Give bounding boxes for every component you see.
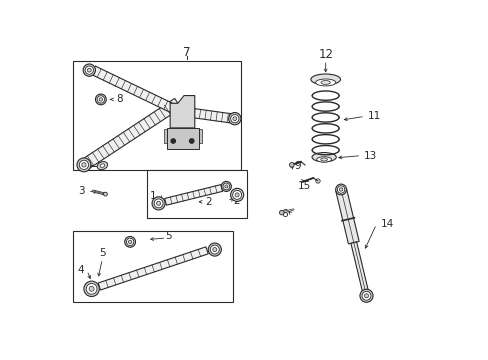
Circle shape — [210, 245, 219, 254]
Text: 2: 2 — [233, 196, 239, 206]
Text: 14: 14 — [380, 219, 393, 229]
Circle shape — [77, 158, 91, 172]
Circle shape — [359, 289, 372, 302]
Circle shape — [223, 183, 229, 190]
Circle shape — [189, 139, 193, 143]
Text: 15: 15 — [298, 181, 311, 191]
Circle shape — [81, 163, 86, 167]
Polygon shape — [82, 98, 181, 169]
Circle shape — [84, 281, 99, 297]
Text: 11: 11 — [367, 111, 380, 121]
Circle shape — [156, 201, 160, 205]
Circle shape — [221, 181, 231, 192]
Circle shape — [232, 190, 241, 199]
Circle shape — [83, 64, 95, 76]
Circle shape — [232, 117, 236, 121]
Circle shape — [339, 188, 342, 191]
Text: 12: 12 — [318, 48, 332, 61]
Circle shape — [361, 291, 370, 300]
Text: 5: 5 — [99, 248, 105, 258]
Circle shape — [335, 184, 346, 195]
Circle shape — [279, 210, 284, 215]
Circle shape — [99, 98, 102, 101]
Circle shape — [224, 185, 227, 188]
Circle shape — [235, 193, 239, 197]
Circle shape — [124, 237, 135, 247]
Circle shape — [364, 294, 368, 298]
Text: 9: 9 — [293, 161, 300, 171]
Ellipse shape — [315, 79, 335, 86]
Text: 8: 8 — [226, 114, 233, 125]
Text: 2: 2 — [205, 197, 211, 207]
Ellipse shape — [320, 81, 330, 84]
Ellipse shape — [316, 157, 331, 162]
Circle shape — [86, 283, 97, 294]
Circle shape — [126, 238, 134, 246]
Circle shape — [289, 163, 293, 167]
Polygon shape — [164, 185, 222, 205]
Text: 4: 4 — [78, 265, 84, 275]
Ellipse shape — [310, 74, 340, 85]
Polygon shape — [335, 188, 358, 244]
Polygon shape — [98, 247, 208, 290]
Circle shape — [85, 66, 93, 74]
Text: 5: 5 — [165, 231, 172, 241]
Bar — [163, 130, 170, 143]
Bar — [73, 231, 233, 302]
Circle shape — [89, 286, 94, 291]
Text: 7: 7 — [183, 46, 190, 59]
Bar — [73, 61, 241, 170]
Polygon shape — [170, 95, 194, 128]
Ellipse shape — [100, 164, 104, 167]
Circle shape — [97, 96, 104, 103]
Bar — [147, 170, 246, 218]
Polygon shape — [350, 242, 368, 296]
Circle shape — [103, 192, 107, 196]
Polygon shape — [91, 66, 180, 115]
Text: 8: 8 — [116, 94, 122, 104]
Text: 10: 10 — [77, 161, 90, 171]
Circle shape — [171, 139, 175, 143]
Circle shape — [208, 243, 221, 256]
Ellipse shape — [311, 153, 336, 162]
Circle shape — [230, 114, 239, 123]
Circle shape — [337, 186, 344, 193]
Polygon shape — [177, 107, 233, 123]
Circle shape — [95, 94, 106, 105]
Text: 13: 13 — [363, 150, 376, 161]
Bar — [196, 130, 202, 143]
Circle shape — [230, 188, 243, 202]
Circle shape — [152, 197, 165, 210]
Circle shape — [228, 112, 241, 125]
Circle shape — [87, 68, 91, 72]
Circle shape — [128, 240, 132, 244]
Ellipse shape — [97, 162, 107, 170]
Polygon shape — [167, 128, 199, 149]
Text: 6: 6 — [280, 209, 287, 219]
Text: 1: 1 — [150, 191, 156, 201]
Ellipse shape — [320, 158, 327, 161]
Text: 3: 3 — [78, 186, 85, 196]
Circle shape — [154, 199, 163, 208]
Circle shape — [212, 248, 216, 252]
Circle shape — [79, 160, 88, 170]
